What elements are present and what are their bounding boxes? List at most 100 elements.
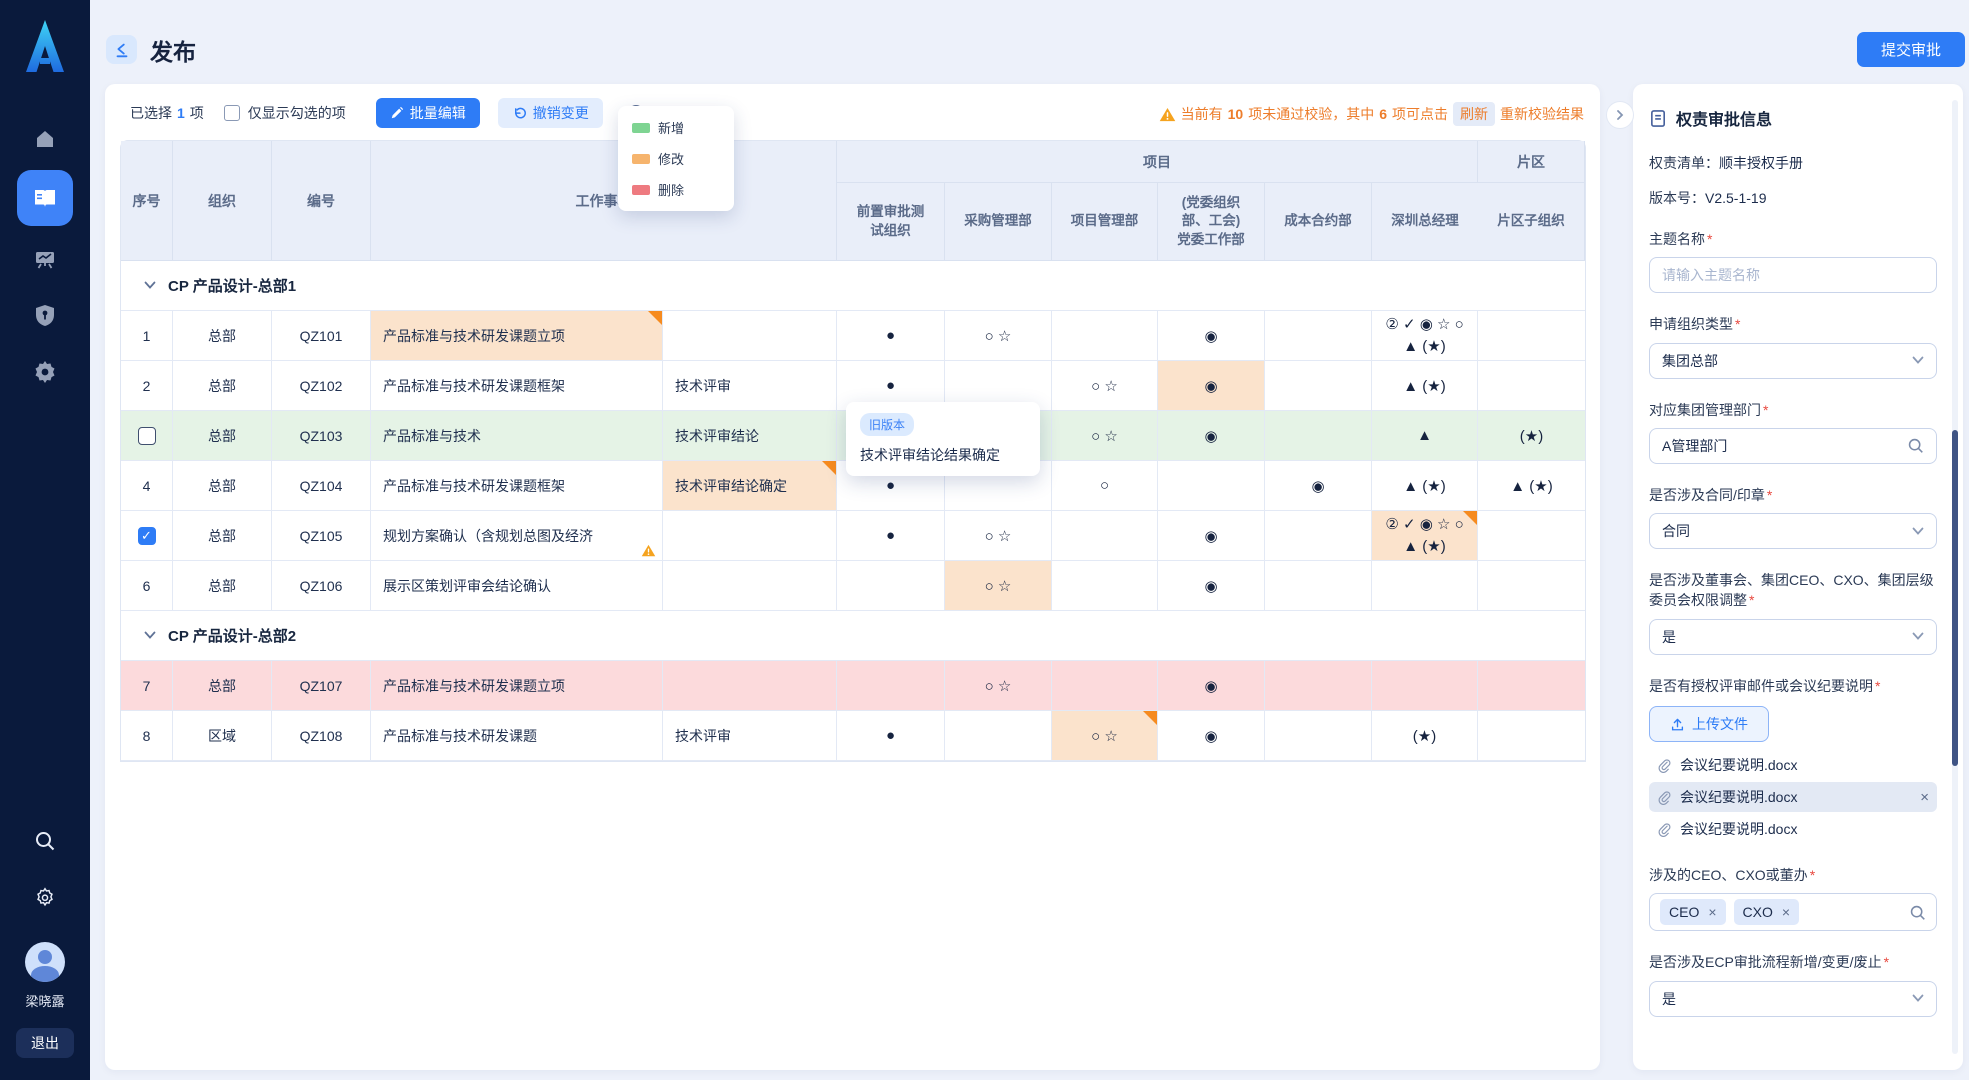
nav-handbook-icon[interactable] [17, 170, 73, 226]
panel-collapse-button[interactable] [1606, 101, 1634, 129]
row-checkbox[interactable] [137, 426, 156, 445]
approval-symbol-cell [1478, 361, 1585, 411]
symbol: ◉ [1204, 727, 1218, 745]
org-cell: 区域 [173, 711, 272, 761]
search-icon [1908, 439, 1923, 454]
stage-cell [663, 511, 837, 561]
back-button[interactable] [106, 35, 137, 64]
nav-security-icon[interactable] [22, 292, 68, 338]
show-checked-checkbox[interactable] [223, 105, 240, 121]
table-group-row[interactable]: CP 产品设计-总部1 [121, 261, 1585, 311]
work-item-cell: 规划方案确认（含规划总图及经济 [371, 511, 663, 561]
search-icon[interactable] [22, 818, 68, 864]
panel-fields: 主题名称 * 请输入主题名称 申请组织类型 * 集团总部 对应集团管理部门 * A管理部门 是否涉… [1649, 229, 1937, 1017]
upload-icon [1671, 718, 1684, 731]
stage-cell: 技术评审结论确定 [663, 461, 837, 511]
select-field[interactable]: 合同 [1649, 513, 1937, 550]
remove-file-icon[interactable]: × [1920, 788, 1929, 806]
table-group-row[interactable]: CP 产品设计-总部2 [121, 611, 1585, 661]
org-cell: 总部 [173, 411, 272, 461]
symbol-line: ② ✓ ◉ ☆ ○ [1385, 315, 1464, 333]
symbol: ● [885, 527, 896, 544]
work-item-cell: 展示区策划评审会结论确认 [371, 561, 663, 611]
remove-tag-icon[interactable]: × [1708, 904, 1717, 921]
symbol: ○ ☆ [1091, 427, 1118, 445]
approval-symbol-cell [1478, 661, 1585, 711]
preferences-gear-icon[interactable] [22, 874, 68, 920]
symbol: ◉ [1204, 327, 1218, 345]
symbol: ▲ (★) [1510, 477, 1553, 495]
approval-symbol-cell: ◉ [1158, 561, 1265, 611]
approval-symbol-cell: ▲ [1372, 411, 1478, 461]
select-field[interactable]: 是 [1649, 618, 1937, 655]
group-title: CP 产品设计-总部2 [168, 628, 297, 645]
chevron-right-icon [1617, 110, 1624, 120]
logout-button[interactable]: 退出 [16, 1028, 74, 1058]
legend-item: 删除 [632, 180, 720, 199]
file-name[interactable]: 会议纪要说明.docx [1680, 789, 1798, 806]
uploaded-file-row[interactable]: 会议纪要说明.docx [1649, 814, 1937, 844]
undo-changes-button[interactable]: 撤销变更 [497, 98, 603, 128]
refresh-button[interactable]: 刷新 [1453, 102, 1495, 126]
uploaded-file-row[interactable]: 会议纪要说明.docx [1649, 750, 1937, 780]
symbol: ○ ☆ [984, 577, 1012, 595]
column-subheader: 成本合约部 [1265, 183, 1372, 261]
submit-approval-button[interactable]: 提交审批 [1857, 32, 1965, 67]
nav-home-icon[interactable] [22, 116, 68, 162]
row-index-cell: 6 [121, 561, 173, 611]
selected-count-text: 已选择 1 项 [130, 105, 204, 121]
required-asterisk: * [1883, 954, 1890, 971]
select-field[interactable]: 集团总部 [1649, 342, 1937, 379]
row-index-cell [121, 411, 173, 461]
code-cell: QZ104 [272, 461, 371, 511]
approval-symbol-cell [1052, 311, 1158, 361]
user-avatar[interactable] [25, 942, 65, 982]
chevron-down-icon [1912, 527, 1924, 535]
remove-tag-icon[interactable]: × [1781, 904, 1791, 921]
file-name[interactable]: 会议纪要说明.docx [1680, 821, 1798, 838]
symbol: (★) [1519, 427, 1544, 445]
column-header: 序号 [121, 141, 173, 261]
select-value: 集团总部 [1662, 352, 1718, 369]
old-version-text: 技术评审结论结果确定 [860, 447, 1000, 463]
column-subheader: 片区子组织 [1478, 183, 1585, 261]
stage-cell [663, 311, 837, 361]
field-label: 是否有授权评审邮件或会议纪要说明 * [1649, 677, 1881, 694]
uploaded-file-row[interactable]: 会议纪要说明.docx × [1649, 782, 1937, 813]
select-field[interactable]: 是 [1649, 980, 1937, 1017]
chevron-down-icon [1912, 632, 1924, 641]
search-icon [1910, 905, 1925, 920]
approval-symbol-cell: ◉ [1158, 511, 1265, 561]
column-header: 编号 [272, 141, 371, 261]
approval-symbol-cell [1478, 511, 1585, 561]
tags-input[interactable]: CEO × CXO × [1649, 893, 1937, 932]
batch-edit-button[interactable]: 批量编辑 [375, 98, 480, 128]
column-header: 工作事项 [371, 141, 837, 261]
search-field[interactable]: A管理部门 [1649, 427, 1937, 464]
file-name[interactable]: 会议纪要说明.docx [1680, 757, 1798, 774]
selected-tag: CEO × [1660, 899, 1726, 926]
approval-info-panel: 权责审批信息 权责清单：顺丰授权手册 版本号：V2.5-1-19 主题名称 * 请输… [1633, 84, 1963, 1070]
theme-name-input[interactable]: 请输入主题名称 [1649, 257, 1937, 294]
approval-symbol-cell [1265, 711, 1372, 761]
main-table-card: 已选择 1 项 仅显示勾选的项 批量编辑 撤销变更 i 当前有 10 项未通过校… [105, 84, 1600, 1070]
app-logo [19, 14, 71, 76]
approval-symbol-cell [945, 711, 1052, 761]
required-asterisk: * [1735, 316, 1741, 333]
sidebar: 梁晓露 退出 [0, 0, 90, 1080]
selected-count: 1 [177, 105, 185, 121]
symbol: ◉ [1204, 677, 1218, 695]
nav-settings-icon[interactable] [22, 348, 68, 394]
approval-symbol-cell [1265, 411, 1372, 461]
panel-scrollbar-thumb[interactable] [1952, 430, 1958, 766]
approval-symbol-cell [1265, 311, 1372, 361]
approval-symbol-cell: ● [837, 711, 945, 761]
approval-symbol-cell [1265, 561, 1372, 611]
symbol: ● [885, 727, 896, 744]
field-label: 主题名称 * [1649, 231, 1713, 247]
approval-symbol-cell [1265, 661, 1372, 711]
upload-file-button[interactable]: 上传文件 [1649, 706, 1769, 743]
nav-dashboard-icon[interactable] [22, 236, 68, 282]
row-checkbox[interactable]: ✓ [137, 526, 156, 545]
approval-symbol-cell: (★) [1478, 411, 1585, 461]
